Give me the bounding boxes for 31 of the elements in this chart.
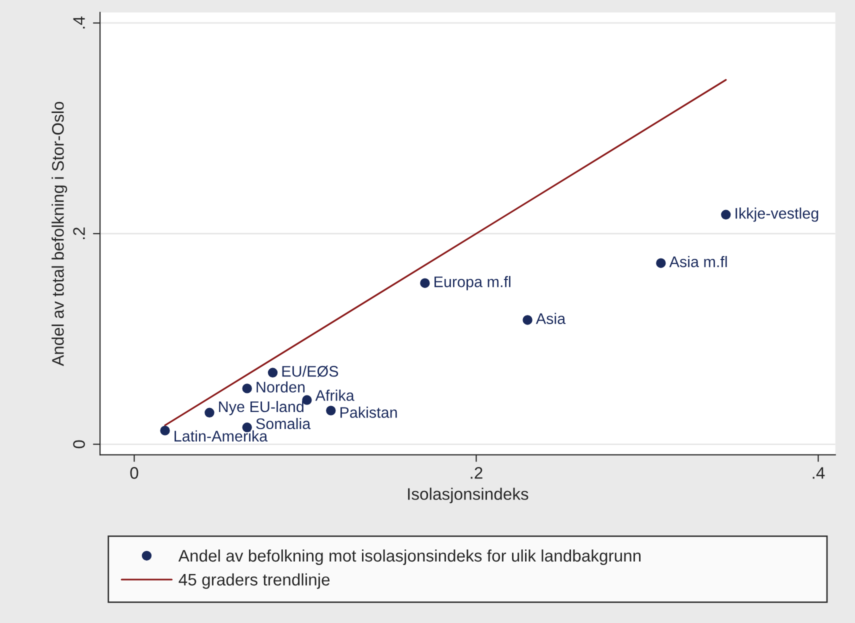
- point: [656, 258, 666, 268]
- annotation: Latin-Amerika: [174, 430, 268, 442]
- annotation: Norden: [256, 381, 305, 393]
- annotation: Pakistan: [340, 406, 397, 418]
- annotation: Nye EU-land: [219, 400, 304, 416]
- annotation: Asia m.fl: [669, 256, 727, 268]
- point: [420, 278, 430, 288]
- point: [522, 315, 532, 325]
- x-tick-label: .4: [812, 467, 825, 479]
- y-tick-label: .4: [73, 16, 85, 28]
- annotation: Afrika: [315, 390, 354, 401]
- point: [204, 408, 214, 418]
- y-tick-label: 0: [73, 440, 85, 448]
- point: [302, 395, 312, 405]
- point: [326, 406, 336, 416]
- x-axis-title: Isolasjonsindeks: [408, 488, 528, 504]
- legend-label: 45 graders trendlinje: [178, 573, 330, 589]
- annotation: EU/EØS: [282, 366, 338, 377]
- annotation: Somalia: [256, 418, 311, 430]
- y-tick-label: .2: [73, 228, 85, 240]
- legend-label: Andel av befolkning mot isolasjonsindeks for ulik landbakgrunn: [178, 549, 641, 566]
- point: [268, 368, 278, 378]
- x-tick-label: 0: [130, 467, 138, 479]
- annotation: Asia: [536, 312, 566, 324]
- point: [721, 210, 731, 220]
- annotation: Ikkje-vestleg: [736, 208, 818, 222]
- annotation: Europa m.fl: [434, 276, 510, 290]
- x-tick-label: .2: [470, 467, 482, 479]
- point: [160, 426, 170, 436]
- point: [242, 384, 252, 394]
- y-axis-title: Andel av total befolkning i Stor-Oslo: [52, 102, 68, 366]
